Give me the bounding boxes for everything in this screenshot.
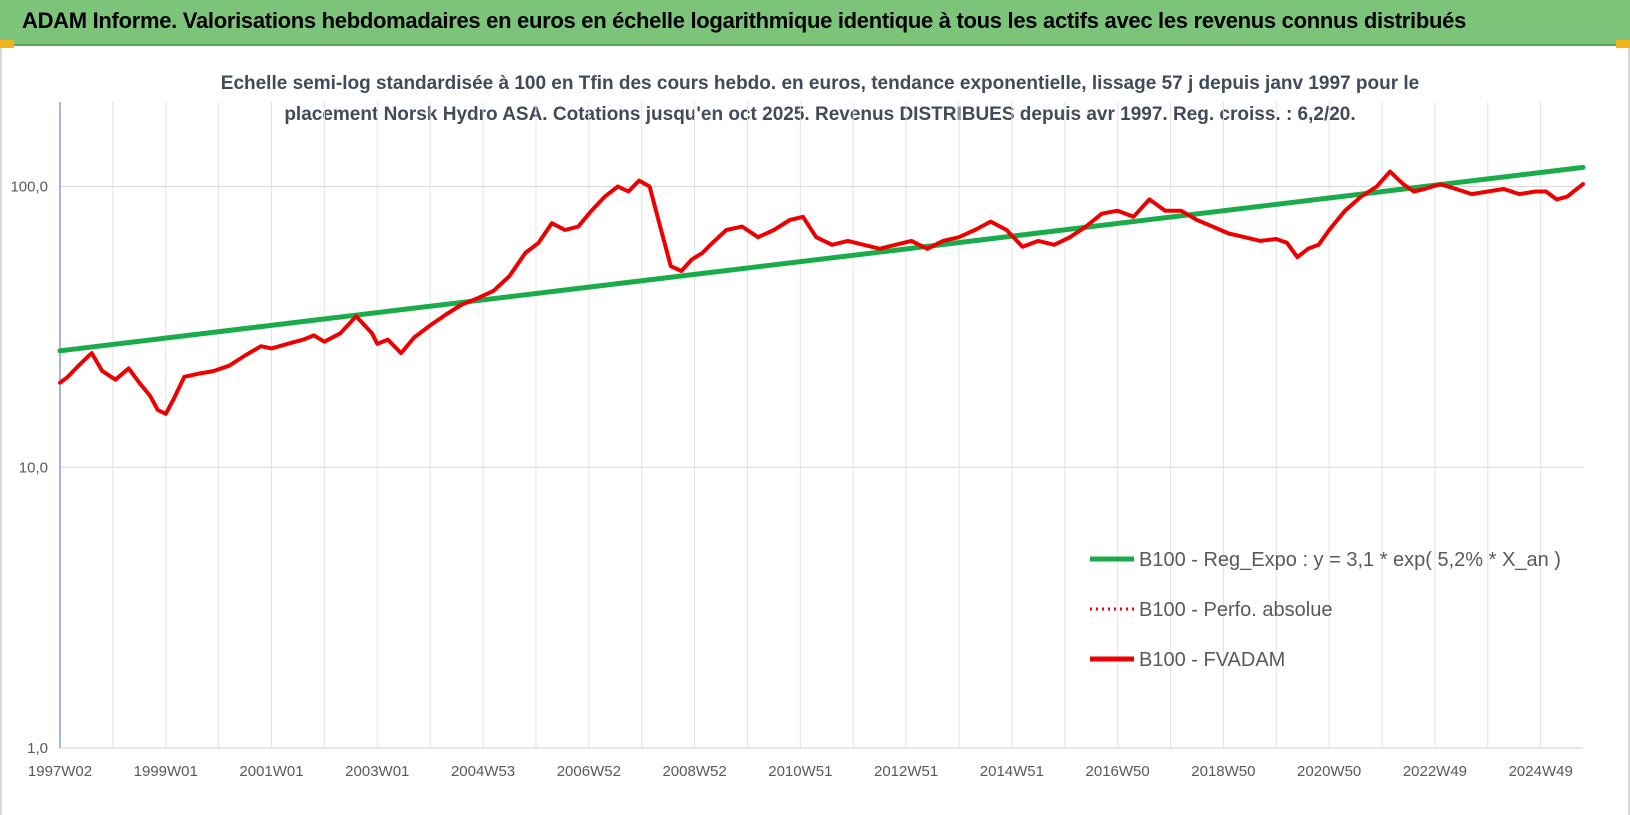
x-tick-label: 2024W49 <box>1509 763 1573 780</box>
frame-right-edge <box>1628 48 1630 815</box>
x-tick-label: 1997W02 <box>28 763 92 780</box>
series-line-0 <box>57 164 1586 354</box>
x-tick-label: 2006W52 <box>557 763 621 780</box>
chart-legend: B100 - Reg_Expo : y = 3,1 * exp( 5,2% * … <box>1090 549 1561 671</box>
x-tick-label: 2014W51 <box>980 763 1044 780</box>
grid-layer <box>59 102 1583 749</box>
x-tick-label: 2004W53 <box>451 763 515 780</box>
x-tick-label: 2018W50 <box>1191 763 1255 780</box>
x-tick-label: 2022W49 <box>1403 763 1467 780</box>
series-line-2 <box>58 169 1585 416</box>
x-tick-label: 2001W01 <box>239 763 303 780</box>
legend-label-1: B100 - Perfo. absolue <box>1139 599 1332 621</box>
x-tick-label: 2003W01 <box>345 763 409 780</box>
legend-label-0: B100 - Reg_Expo : y = 3,1 * exp( 5,2% * … <box>1139 549 1561 571</box>
report-title: ADAM Informe. Valorisations hebdomadaire… <box>22 8 1467 33</box>
frame-left-edge <box>0 48 2 815</box>
y-tick-label: 100,0 <box>10 179 48 196</box>
chart-title: Echelle semi-log standardisée à 100 en T… <box>180 68 1460 130</box>
x-tick-label: 2010W51 <box>768 763 832 780</box>
x-tick-label: 2012W51 <box>874 763 938 780</box>
corner-marker-right <box>1616 40 1630 48</box>
axis-layer: 1,0 10,0 100,0 1997W02 1999W01 2001W01 2003W01… <box>10 102 1583 780</box>
legend-label-2: B100 - FVADAM <box>1139 649 1285 671</box>
y-tick-label: 1,0 <box>27 740 48 757</box>
y-tick-label: 10,0 <box>19 459 48 476</box>
chart-title-line-2: placement Norsk Hydro ASA. Cotations jus… <box>284 104 1356 125</box>
x-tick-label: 2020W50 <box>1297 763 1361 780</box>
report-banner: ADAM Informe. Valorisations hebdomadaire… <box>0 0 1630 46</box>
series-layer <box>57 164 1586 416</box>
x-tick-label: 1999W01 <box>134 763 198 780</box>
chart-title-line-1: Echelle semi-log standardisée à 100 en T… <box>220 73 1420 94</box>
corner-marker-left <box>0 40 14 48</box>
x-tick-label: 2008W52 <box>662 763 726 780</box>
x-tick-label: 2016W50 <box>1086 763 1150 780</box>
